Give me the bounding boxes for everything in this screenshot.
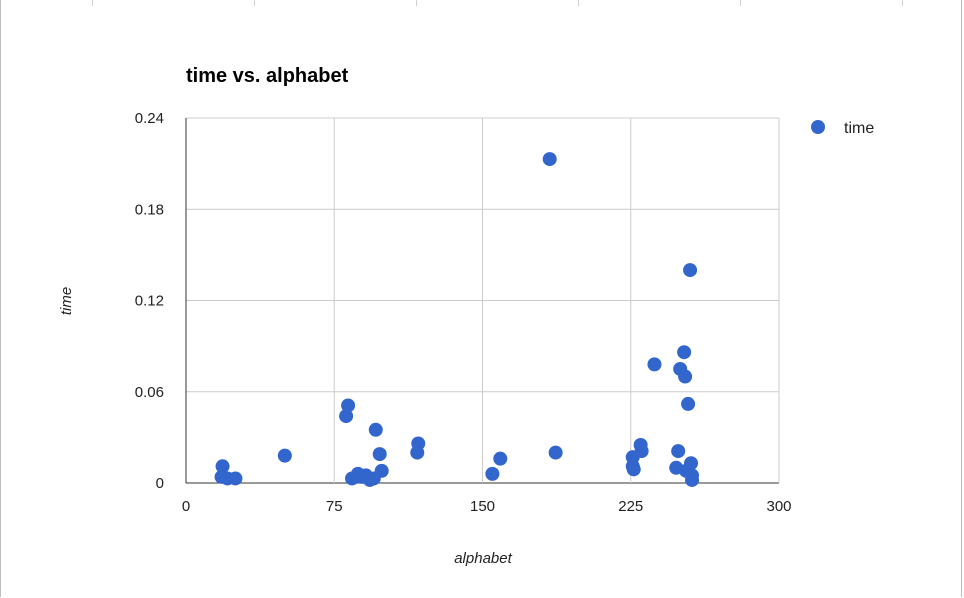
data-point [277,448,292,463]
ruler-tick [578,0,579,6]
ruler-tick [902,0,903,6]
data-point [548,445,563,460]
chart-title: time vs. alphabet [186,65,349,87]
data-point [626,462,641,477]
x-tick-label: 225 [618,498,643,515]
data-point [683,263,698,278]
data-point [215,459,230,474]
data-point [372,447,387,462]
x-axis-label: alphabet [454,550,512,567]
data-point [485,466,500,481]
y-tick-label: 0 [156,475,164,492]
ruler-tick [254,0,255,6]
y-axis-label: time [58,287,75,315]
y-tick-label: 0.12 [135,293,164,310]
data-point [228,471,243,486]
data-point [374,463,389,478]
y-tick-label: 0.06 [135,384,164,401]
data-point [685,472,700,487]
data-point [634,444,649,459]
legend-marker [811,120,825,134]
data-point [341,398,356,413]
data-point [684,456,699,471]
data-point [493,451,508,466]
data-point [542,152,557,167]
data-point [368,422,383,437]
legend-label: time [844,120,874,137]
x-tick-label: 150 [470,498,495,515]
axis-ticks: 0 0.06 0.12 0.18 0.24 0 75 150 225 300 [135,110,792,515]
ruler-tick [740,0,741,6]
x-tick-label: 0 [182,498,190,515]
x-tick-label: 75 [326,498,343,515]
ruler-tick [416,0,417,6]
data-point [339,409,354,424]
x-tick-label: 300 [766,498,791,515]
y-tick-label: 0.24 [135,110,164,127]
data-point [671,444,686,459]
ruler-tick [92,0,93,6]
data-point [647,357,662,372]
data-point [681,396,696,411]
data-points [214,152,700,487]
y-tick-label: 0.18 [135,201,164,218]
grid [185,117,780,484]
data-point [678,369,693,384]
legend: time [811,120,874,137]
data-point [411,436,426,451]
data-point [677,345,692,360]
